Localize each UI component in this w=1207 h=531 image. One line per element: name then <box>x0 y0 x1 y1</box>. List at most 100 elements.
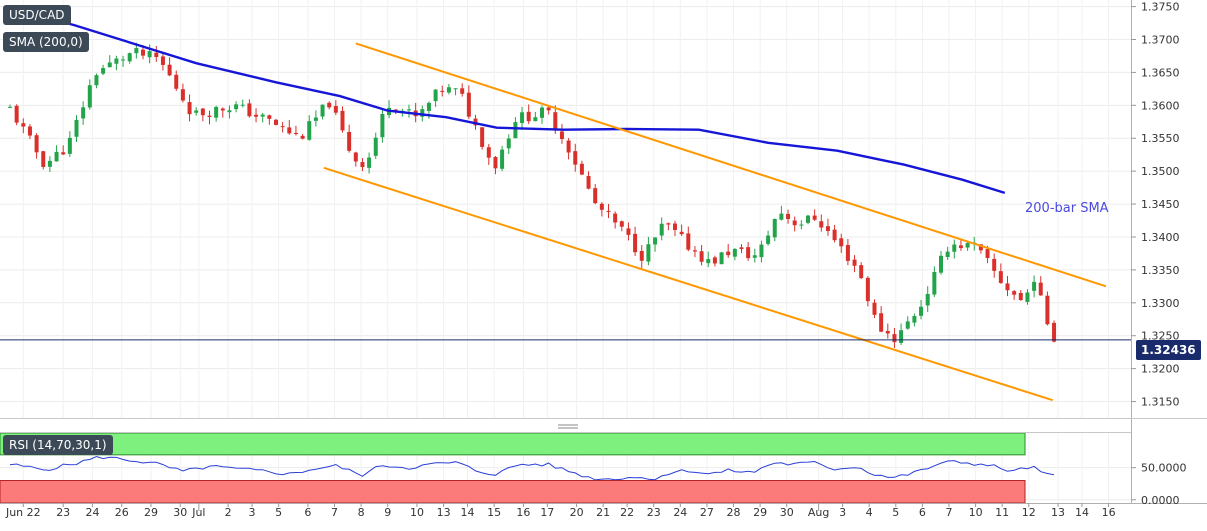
time-axis: Jun 22 23 24 26 29 30 Jul 2 3 5 6 7 8 9 10 13 14 15 16 17 20… <box>5 503 1116 519</box>
candle-body <box>121 59 126 61</box>
candle-body <box>27 126 32 136</box>
x-tick-label: Jun 22 <box>5 506 41 519</box>
candle-body <box>673 223 677 230</box>
candle-body <box>1005 283 1010 291</box>
candle-body <box>812 215 817 220</box>
candle-body <box>786 213 791 220</box>
x-tick-label: 21 <box>596 506 610 519</box>
candle-body <box>746 247 751 259</box>
x-tick-label: 3 <box>839 506 846 519</box>
candle-body <box>526 111 531 122</box>
rsi-indicator-label[interactable]: RSI (14,70,30,1) <box>3 435 113 455</box>
candle-body <box>939 255 943 273</box>
candle-body <box>247 103 252 117</box>
panel-resize-handle[interactable] <box>558 424 578 429</box>
candle-body <box>659 223 664 236</box>
x-tick-label: 12 <box>1022 506 1036 519</box>
y-tick-label: 1.3550 <box>1141 132 1180 145</box>
rsi-line <box>9 455 1055 481</box>
x-tick-label: 2 <box>225 506 232 519</box>
rsi-tick-label: 50.0000 <box>1141 462 1187 475</box>
candle-body <box>446 87 451 93</box>
candle-body <box>1025 292 1030 302</box>
x-tick-label: 11 <box>995 506 1009 519</box>
candle-body <box>473 118 478 126</box>
candle-body <box>619 221 624 227</box>
x-tick-label: 30 <box>173 506 187 519</box>
candle-body <box>825 226 830 232</box>
x-tick-label: Jul <box>191 506 205 519</box>
candle-body <box>593 188 598 204</box>
candle-body <box>879 313 884 332</box>
candle-body <box>194 110 199 113</box>
candle-body <box>433 89 438 102</box>
candle-body <box>1012 291 1017 295</box>
candle-body <box>107 62 112 68</box>
candle-body <box>287 127 292 134</box>
candle-body <box>985 249 990 259</box>
candle-body <box>127 53 132 62</box>
y-tick-label: 1.3200 <box>1141 363 1180 376</box>
x-tick-label: 7 <box>331 506 338 519</box>
candle-body <box>633 233 638 253</box>
x-tick-label: 6 <box>919 506 926 519</box>
candle-body <box>513 122 518 139</box>
candle-body <box>998 271 1003 283</box>
candle-body <box>227 110 232 113</box>
candle-body <box>207 115 212 118</box>
candle-body <box>440 90 445 92</box>
sma-indicator-label[interactable]: SMA (200,0) <box>3 32 89 52</box>
candle-body <box>453 88 458 90</box>
candle-body <box>420 109 425 117</box>
candle-body <box>885 330 890 334</box>
candle-body <box>799 224 804 226</box>
candle-body <box>766 235 771 244</box>
candle-body <box>699 251 704 262</box>
x-tick-label: 10 <box>410 506 424 519</box>
candle-body <box>460 88 465 94</box>
y-tick-label: 1.3450 <box>1141 198 1180 211</box>
x-tick-label: 20 <box>570 506 584 519</box>
candle-body <box>1045 295 1050 325</box>
sma-annotation: 200-bar SMA <box>1025 201 1109 216</box>
candle-body <box>313 117 318 121</box>
candle-body <box>360 162 365 168</box>
x-tick-label: 17 <box>540 506 554 519</box>
candle-body <box>214 106 219 118</box>
candle-body <box>666 223 671 225</box>
x-tick-label: 26 <box>115 506 129 519</box>
candle-body <box>639 250 644 261</box>
rsi-tick-label: 0.0000 <box>1141 494 1180 507</box>
candle-body <box>845 244 850 261</box>
candle-body <box>978 244 983 251</box>
candle-body <box>1018 292 1023 301</box>
candle-body <box>340 110 345 131</box>
x-tick-label: 5 <box>892 506 899 519</box>
candle-body <box>180 89 185 101</box>
candle-body <box>333 106 338 113</box>
candle-body <box>506 138 511 149</box>
candle-body <box>174 74 179 89</box>
candle-body <box>167 64 172 76</box>
sma-line <box>9 7 1006 195</box>
candle-body <box>772 218 777 238</box>
candle-body <box>407 109 411 111</box>
candle-body <box>579 163 584 175</box>
candle-body <box>134 48 139 54</box>
main-grid <box>0 0 1131 418</box>
candle-body <box>87 85 92 108</box>
candle-body <box>832 229 837 241</box>
candle-body <box>154 52 159 58</box>
candle-body <box>1052 322 1057 342</box>
candle-body <box>952 244 957 252</box>
x-tick-label: 13 <box>1051 506 1065 519</box>
x-tick-label: Aug <box>808 506 829 519</box>
candle-body <box>220 108 225 111</box>
candle-body <box>307 121 312 140</box>
y-tick-label: 1.3750 <box>1141 1 1180 14</box>
candle-body <box>267 115 272 119</box>
candle-body <box>240 104 245 106</box>
channel-lower-line <box>323 166 1054 402</box>
x-tick-label: 16 <box>516 506 530 519</box>
